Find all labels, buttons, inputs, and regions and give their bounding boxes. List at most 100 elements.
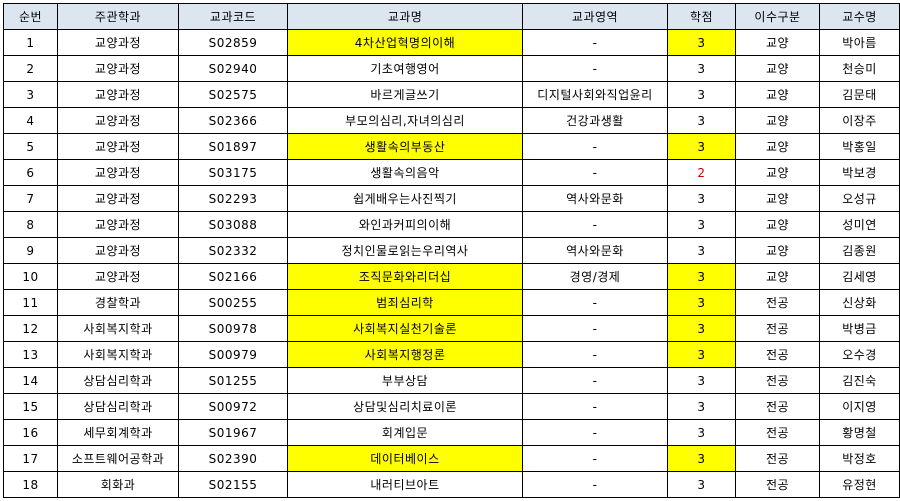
dept-cell: 교양과정 [57, 263, 179, 290]
credits-cell: 2 [667, 159, 736, 186]
credits-cell: 3 [667, 81, 736, 108]
credits-cell: 3 [667, 367, 736, 394]
code-cell: S02940 [178, 55, 288, 82]
no-cell: 5 [3, 133, 58, 160]
table-row: 2 교양과정 S02940 기초여행영어 -3 교양 천승미 [3, 55, 900, 82]
prof-cell: 이장주 [819, 107, 900, 134]
no-cell: 10 [3, 263, 58, 290]
code-cell: S01897 [178, 133, 288, 160]
name-cell: 조직문화와리더십 [287, 263, 523, 290]
no-cell: 12 [3, 315, 58, 342]
table-header-row: 순번 주관학과 교과코드 교과명 교과영역 학점 이수구분 교수명 [3, 3, 900, 30]
name-cell: 부부상담 [287, 367, 523, 394]
code-cell: S03175 [178, 159, 288, 186]
table-row: 18 회화과 S02155 내러티브아트 -3 전공 유정현 [3, 471, 900, 498]
code-cell: S02390 [178, 445, 288, 472]
table-row: 11 경찰학과 S00255 범죄심리학 -3 전공 신상화 [3, 289, 900, 316]
name-cell: 데이터베이스 [287, 445, 523, 472]
name-cell: 정치인물로읽는우리역사 [287, 237, 523, 264]
area-cell: - [522, 393, 668, 420]
type-cell: 교양 [735, 159, 820, 186]
no-cell: 4 [3, 107, 58, 134]
dept-cell: 교양과정 [57, 107, 179, 134]
dept-cell: 사회복지학과 [57, 315, 179, 342]
prof-cell: 김종원 [819, 237, 900, 264]
name-cell: 상담및심리치료이론 [287, 393, 523, 420]
course-table: 순번 주관학과 교과코드 교과명 교과영역 학점 이수구분 교수명 1 교양과정 S02859 4차… [3, 3, 900, 498]
dept-cell: 사회복지학과 [57, 341, 179, 368]
table-row: 5 교양과정 S01897 생활속의부동산 -3 교양 박홍일 [3, 133, 900, 160]
no-cell: 11 [3, 289, 58, 316]
code-cell: S02575 [178, 81, 288, 108]
prof-cell: 오수경 [819, 341, 900, 368]
credits-cell: 3 [667, 29, 736, 56]
table-row: 8 교양과정 S03088 와인과커피의이해 -3 교양 성미연 [3, 211, 900, 238]
code-cell: S02332 [178, 237, 288, 264]
dept-cell: 교양과정 [57, 133, 179, 160]
prof-cell: 황명철 [819, 419, 900, 446]
prof-cell: 오성규 [819, 185, 900, 212]
dept-cell: 소프트웨어공학과 [57, 445, 179, 472]
type-cell: 교양 [735, 211, 820, 238]
credits-cell: 3 [667, 393, 736, 420]
prof-cell: 성미연 [819, 211, 900, 238]
name-cell: 회계입문 [287, 419, 523, 446]
name-cell: 4차산업혁명의이해 [287, 29, 523, 56]
name-cell: 바르게글쓰기 [287, 81, 523, 108]
code-cell: S03088 [178, 211, 288, 238]
code-cell: S00972 [178, 393, 288, 420]
table-row: 7 교양과정 S02293 쉽게배우는사진찍기 역사와문화 3 교양 오성규 [3, 185, 900, 212]
no-cell: 14 [3, 367, 58, 394]
name-cell: 내러티브아트 [287, 471, 523, 498]
prof-cell: 유정현 [819, 471, 900, 498]
table-row: 17 소프트웨어공학과 S02390 데이터베이스 -3 전공 박정호 [3, 445, 900, 472]
table-row: 15 상담심리학과 S00972 상담및심리치료이론 -3 전공 이지영 [3, 393, 900, 420]
type-cell: 교양 [735, 55, 820, 82]
area-cell: - [522, 159, 668, 186]
column-header-no: 순번 [3, 3, 58, 30]
area-cell: - [522, 367, 668, 394]
prof-cell: 박아름 [819, 29, 900, 56]
area-cell: - [522, 419, 668, 446]
area-cell: 경영/경제 [522, 263, 668, 290]
dept-cell: 교양과정 [57, 29, 179, 56]
area-cell: - [522, 471, 668, 498]
code-cell: S02293 [178, 185, 288, 212]
code-cell: S00255 [178, 289, 288, 316]
area-cell: - [522, 55, 668, 82]
credits-cell: 3 [667, 445, 736, 472]
no-cell: 3 [3, 81, 58, 108]
table-row: 6 교양과정 S03175 생활속의음악 -2 교양 박보경 [3, 159, 900, 186]
table-row: 16 세무회계학과 S01967 회계입문 -3 전공 황명철 [3, 419, 900, 446]
name-cell: 사회복지실천기술론 [287, 315, 523, 342]
table-row: 12 사회복지학과 S00978 사회복지실천기술론 -3 전공 박병금 [3, 315, 900, 342]
area-cell: - [522, 445, 668, 472]
credits-cell: 3 [667, 237, 736, 264]
dept-cell: 회화과 [57, 471, 179, 498]
table-row: 9 교양과정 S02332 정치인물로읽는우리역사 역사와문화 3 교양 김종원 [3, 237, 900, 264]
dept-cell: 세무회계학과 [57, 419, 179, 446]
type-cell: 교양 [735, 185, 820, 212]
dept-cell: 교양과정 [57, 185, 179, 212]
type-cell: 전공 [735, 445, 820, 472]
table-row: 13 사회복지학과 S00979 사회복지행정론 -3 전공 오수경 [3, 341, 900, 368]
table-row: 3 교양과정 S02575 바르게글쓰기 디지털사회와직업윤리 3 교양 김문태 [3, 81, 900, 108]
no-cell: 6 [3, 159, 58, 186]
area-cell: - [522, 289, 668, 316]
code-cell: S02859 [178, 29, 288, 56]
dept-cell: 경찰학과 [57, 289, 179, 316]
area-cell: - [522, 341, 668, 368]
dept-cell: 교양과정 [57, 159, 179, 186]
column-header-prof: 교수명 [819, 3, 900, 30]
dept-cell: 교양과정 [57, 55, 179, 82]
type-cell: 교양 [735, 133, 820, 160]
prof-cell: 이지영 [819, 393, 900, 420]
name-cell: 생활속의음악 [287, 159, 523, 186]
type-cell: 교양 [735, 107, 820, 134]
no-cell: 17 [3, 445, 58, 472]
dept-cell: 상담심리학과 [57, 367, 179, 394]
credits-cell: 3 [667, 471, 736, 498]
column-header-credits: 학점 [667, 3, 736, 30]
no-cell: 16 [3, 419, 58, 446]
credits-cell: 3 [667, 107, 736, 134]
